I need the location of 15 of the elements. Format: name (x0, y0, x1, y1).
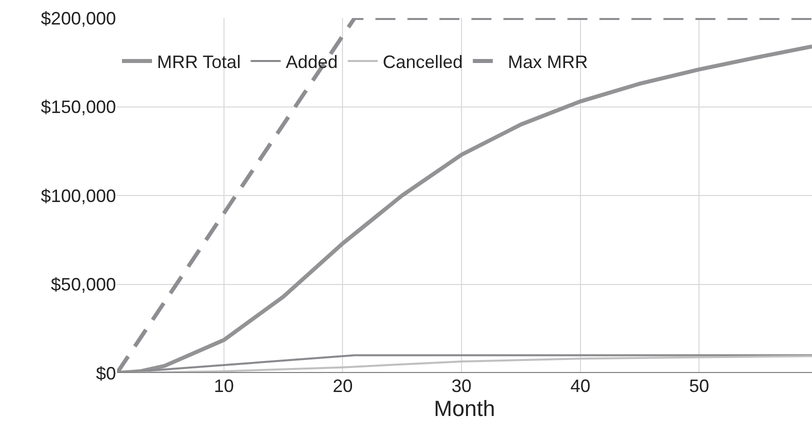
x-tick-label: 50 (689, 376, 710, 396)
y-tick-label: $0 (96, 363, 116, 384)
legend-label: Cancelled (382, 52, 463, 72)
x-tick-label: 20 (332, 376, 353, 396)
y-tick-label: $200,000 (40, 8, 116, 28)
legend-label: MRR Total (157, 52, 241, 72)
x-axis-title: Month (434, 396, 496, 421)
y-tick-label: $50,000 (50, 274, 116, 295)
y-tick-label: $150,000 (40, 97, 116, 118)
legend-label: Added (286, 52, 338, 72)
x-tick-label: 10 (214, 376, 234, 396)
y-tick-label: $100,000 (40, 186, 116, 206)
x-tick-label: 40 (570, 376, 590, 396)
legend-label: Max MRR (508, 52, 588, 72)
x-tick-label: 30 (452, 376, 472, 396)
